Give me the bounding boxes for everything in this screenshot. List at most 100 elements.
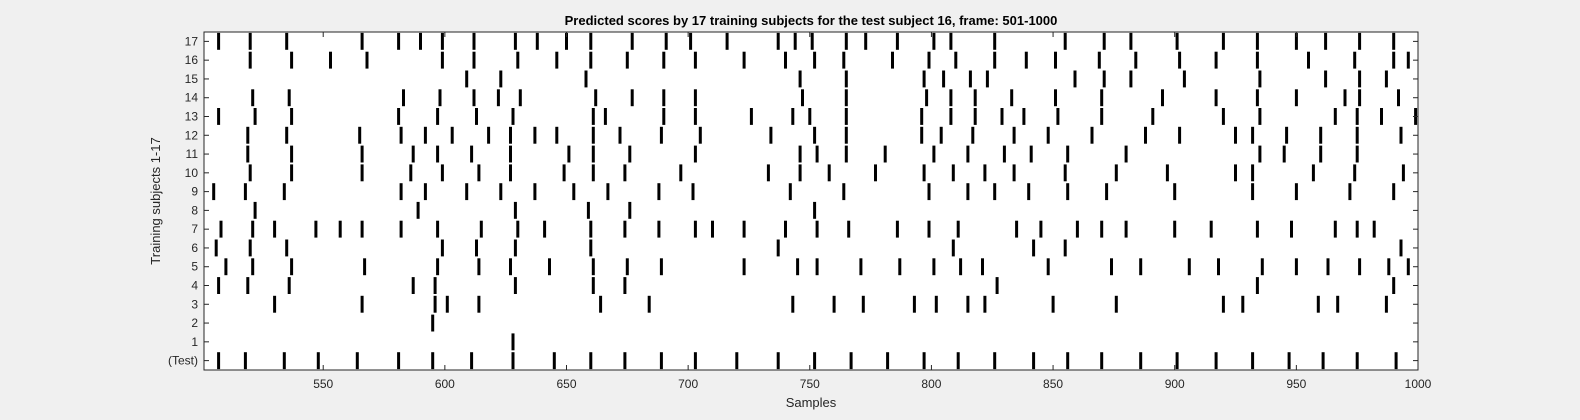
- x-axis-label: Samples: [786, 395, 837, 410]
- event-mark-row-15-10: [1102, 70, 1106, 88]
- event-mark-row-4-2: [287, 277, 291, 294]
- event-mark-row-11-9: [628, 145, 632, 163]
- event-mark-row-5-19: [1046, 258, 1050, 276]
- chart-title: Predicted scores by 17 training subjects…: [565, 13, 1058, 28]
- event-mark-row-12-30: [1399, 126, 1403, 144]
- event-mark-row-12-26: [1251, 126, 1255, 144]
- event-mark-row-14-16: [1010, 89, 1014, 107]
- event-mark-row-7-6: [399, 220, 403, 238]
- event-mark-row-12-3: [399, 126, 403, 144]
- event-mark-row-10-12: [798, 164, 802, 182]
- event-mark-row-11-15: [932, 145, 936, 163]
- x-tick-label: 950: [1286, 377, 1306, 391]
- y-tick-label: 14: [185, 91, 199, 105]
- event-mark-row-12-27: [1285, 126, 1289, 144]
- event-mark-row-13-0: [217, 108, 221, 125]
- event-mark-row-13-27: [1380, 108, 1383, 125]
- event-mark-row-15-14: [1324, 70, 1328, 88]
- y-tick-label: 5: [191, 260, 198, 274]
- event-mark-row-1-0: [511, 333, 515, 351]
- event-mark-row-10-25: [1353, 164, 1357, 182]
- event-mark-row-9-17: [1027, 183, 1031, 201]
- event-mark-row-11-6: [509, 145, 512, 163]
- event-mark-row-17-1: [248, 32, 252, 50]
- event-mark-row-5-20: [1110, 258, 1113, 276]
- y-tick-label: 10: [185, 166, 199, 180]
- event-mark-row-10-8: [591, 164, 595, 182]
- event-mark-row-9-0: [212, 183, 216, 201]
- event-mark-row-7-0: [219, 220, 223, 238]
- event-mark-row-3-19: [1336, 295, 1340, 313]
- event-mark-row-8-4: [628, 201, 632, 219]
- event-mark-row-10-9: [623, 164, 627, 182]
- event-mark-row-5-9: [625, 258, 629, 276]
- event-mark-row-10-22: [1234, 164, 1237, 182]
- event-mark-row-12-1: [285, 126, 289, 144]
- event-mark-row-0-8: [511, 352, 515, 370]
- event-mark-row-0-26: [1175, 352, 1179, 370]
- event-mark-row-17-7: [472, 32, 476, 50]
- event-mark-row-8-5: [813, 201, 817, 219]
- event-mark-row-3-9: [861, 295, 865, 313]
- event-mark-row-0-27: [1214, 352, 1218, 370]
- event-mark-row-9-5: [465, 183, 469, 201]
- event-mark-row-10-3: [409, 164, 413, 182]
- event-mark-row-16-21: [1054, 51, 1057, 69]
- event-mark-row-9-13: [842, 183, 846, 201]
- event-mark-row-6-11: [1399, 239, 1403, 257]
- event-mark-row-5-10: [659, 258, 663, 276]
- event-mark-row-10-16: [951, 164, 955, 182]
- event-mark-row-14-18: [1100, 89, 1104, 107]
- event-mark-row-11-13: [844, 145, 848, 163]
- event-mark-row-12-21: [1046, 126, 1050, 144]
- event-mark-row-7-8: [479, 220, 483, 238]
- event-mark-row-3-20: [1384, 295, 1388, 313]
- event-mark-row-14-1: [287, 89, 291, 107]
- event-mark-row-17-32: [1324, 32, 1328, 50]
- event-mark-row-17-29: [1221, 32, 1225, 50]
- event-mark-row-13-4: [436, 108, 440, 125]
- event-mark-row-12-17: [920, 126, 924, 144]
- event-mark-row-16-28: [1353, 51, 1357, 69]
- x-tick-label: 550: [313, 377, 333, 391]
- event-mark-row-5-8: [591, 258, 595, 276]
- event-mark-row-10-2: [360, 164, 364, 182]
- event-mark-row-3-8: [832, 295, 836, 313]
- y-axis-label: Training subjects 1-17: [148, 137, 163, 264]
- event-mark-row-4-1: [246, 277, 250, 294]
- event-mark-row-17-21: [895, 32, 899, 50]
- event-mark-row-9-1: [243, 183, 247, 201]
- event-mark-row-13-2: [290, 108, 294, 125]
- event-mark-row-16-5: [472, 51, 476, 69]
- x-tick-label: 800: [921, 377, 941, 391]
- event-mark-row-7-16: [742, 220, 746, 238]
- event-mark-row-13-7: [591, 108, 595, 125]
- event-mark-row-4-6: [591, 277, 595, 294]
- event-mark-row-0-5: [397, 352, 401, 370]
- y-tick-label: 8: [191, 203, 198, 217]
- event-mark-row-7-1: [251, 220, 255, 238]
- event-mark-row-17-30: [1255, 32, 1259, 50]
- event-mark-row-8-1: [416, 201, 420, 219]
- event-mark-row-12-8: [533, 126, 537, 144]
- event-mark-row-12-19: [971, 126, 975, 144]
- event-mark-row-11-20: [1124, 145, 1128, 163]
- event-mark-row-0-15: [776, 352, 780, 370]
- event-mark-row-10-23: [1251, 164, 1255, 182]
- event-mark-row-7-34: [1372, 220, 1376, 238]
- event-mark-row-12-6: [487, 126, 491, 144]
- event-mark-row-17-15: [725, 32, 729, 50]
- plot-frame: [203, 31, 1419, 371]
- event-mark-row-0-24: [1100, 352, 1104, 370]
- event-mark-row-7-24: [1039, 220, 1043, 238]
- x-tick-label: 700: [678, 377, 698, 391]
- event-mark-row-9-19: [1105, 183, 1109, 201]
- event-mark-row-5-23: [1217, 258, 1220, 276]
- event-mark-row-3-15: [1114, 295, 1118, 313]
- event-mark-row-16-11: [693, 51, 697, 69]
- event-mark-row-17-5: [419, 32, 422, 50]
- event-mark-row-16-30: [1406, 51, 1410, 69]
- event-mark-row-5-2: [290, 258, 294, 276]
- event-mark-row-12-25: [1234, 126, 1237, 144]
- event-mark-row-13-15: [920, 108, 924, 125]
